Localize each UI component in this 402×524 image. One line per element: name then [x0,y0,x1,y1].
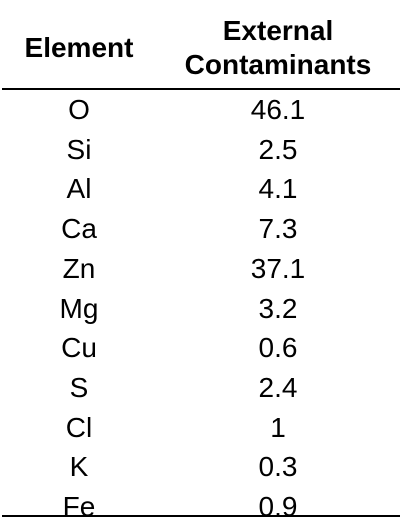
cell-value: 2.4 [258,371,298,403]
cell-element: Fe [62,491,96,523]
table-row: S 2.4 [2,368,400,408]
header-contaminants-line1: External [222,15,334,46]
table-row: Zn 37.1 [2,249,400,289]
table-header: Element External Contaminants [2,8,400,90]
cell-value: 7.3 [258,213,298,245]
cell-element: K [69,451,89,483]
cell-element: Mg [59,292,99,324]
header-element: Element [2,8,156,90]
cell-element: S [69,371,89,403]
table-row: Ca 7.3 [2,209,400,249]
table-body: O 46.1 Si 2.5 Al 4.1 Ca 7.3 Zn 37.1 Mg 3… [2,89,400,524]
cell-element: Cl [65,411,93,443]
cell-element: Zn [62,252,96,284]
header-contaminants: External Contaminants [156,8,400,90]
cell-value: 37.1 [250,252,306,284]
cell-element: Si [66,133,92,165]
cell-value: 4.1 [258,173,298,205]
table-row: Al 4.1 [2,169,400,209]
cell-value: 0.9 [258,491,298,523]
contaminants-table: Element External Contaminants O 46.1 Si … [2,8,400,524]
table-row: Cu 0.6 [2,328,400,368]
header-row: Element External Contaminants [2,8,400,90]
table-bottom-rule [2,515,400,517]
cell-element: Ca [61,213,97,245]
table-row: Fe 0.9 [2,487,400,524]
cell-value: 0.3 [258,451,298,483]
cell-value: 46.1 [250,94,306,125]
header-element-label: Element [24,32,134,63]
table-row: O 46.1 [2,89,400,130]
table-row: Cl 1 [2,408,400,448]
cell-element: Cu [61,332,97,364]
table-row: K 0.3 [2,447,400,487]
cell-value: 3.2 [258,292,298,324]
cell-value: 2.5 [258,133,298,165]
cell-element: O [68,94,90,125]
cell-value: 0.6 [258,332,298,364]
cell-element: Al [66,173,92,205]
header-contaminants-line2: Contaminants [184,49,372,80]
table-row: Mg 3.2 [2,289,400,329]
table-row: Si 2.5 [2,130,400,170]
cell-value: 1 [270,411,286,443]
